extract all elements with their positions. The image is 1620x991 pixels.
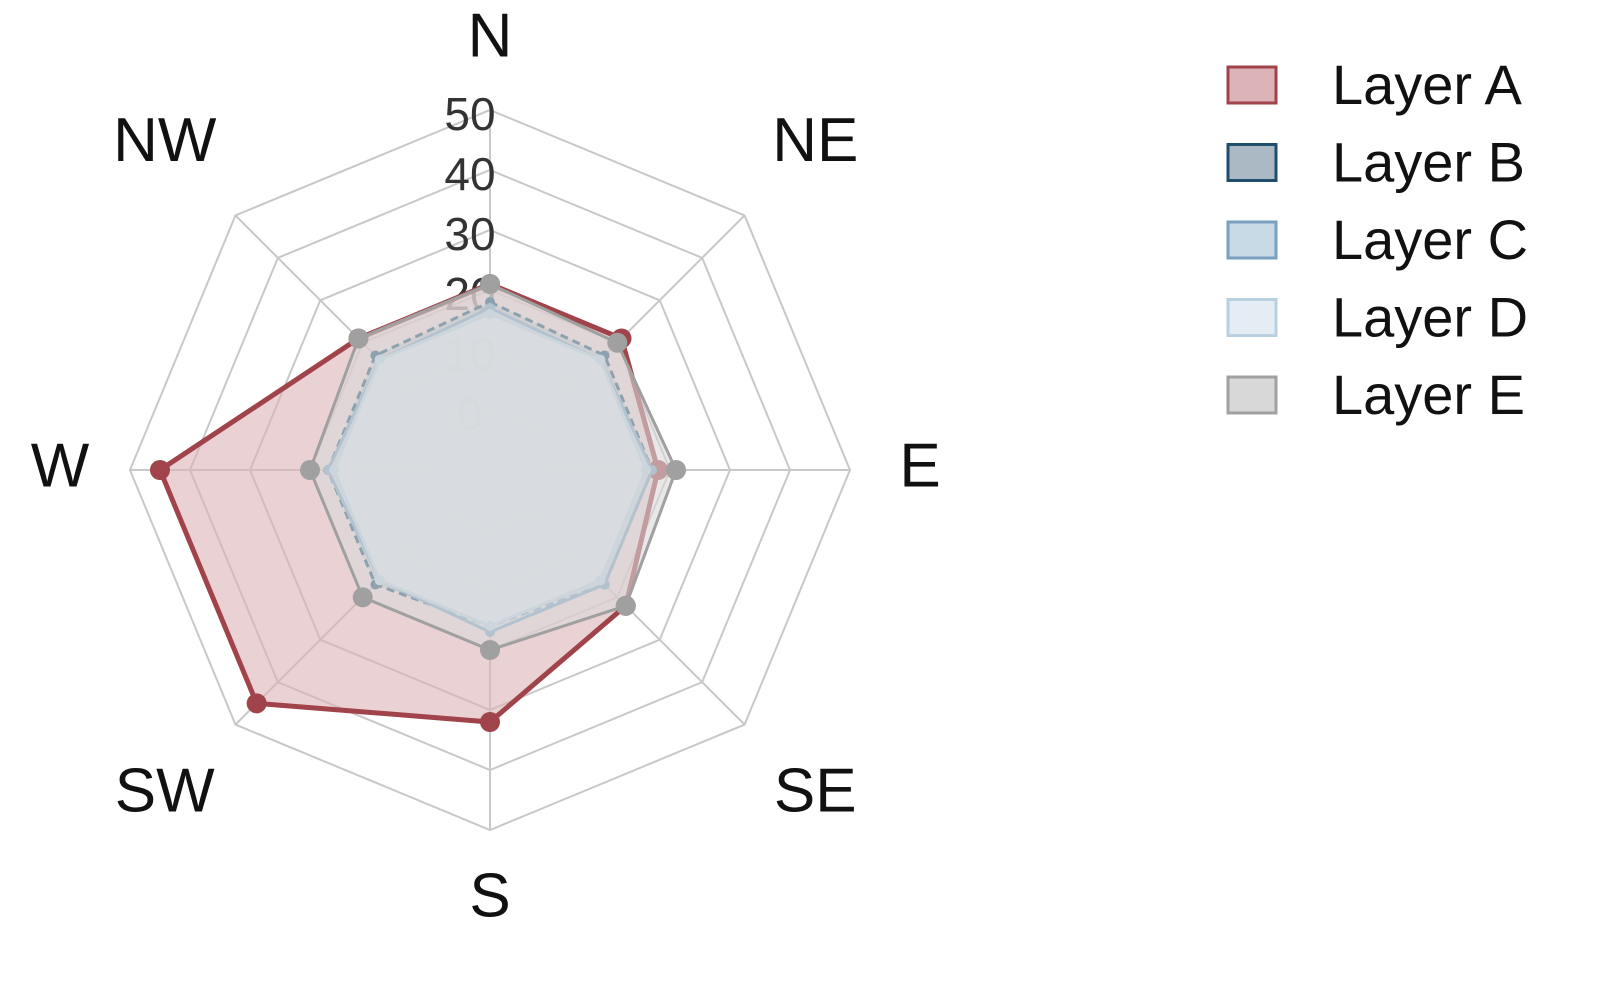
axis-label: SW bbox=[115, 757, 215, 826]
data-point bbox=[607, 332, 628, 353]
data-point bbox=[615, 595, 636, 616]
data-point bbox=[246, 693, 267, 714]
r-tick-label: 50 bbox=[444, 88, 495, 140]
r-tick-label: 40 bbox=[444, 148, 495, 200]
legend-label: Layer C bbox=[1332, 208, 1528, 271]
legend-swatch bbox=[1226, 298, 1278, 337]
legend-label: Layer D bbox=[1332, 285, 1528, 348]
data-point bbox=[480, 712, 500, 732]
data-point bbox=[348, 328, 369, 349]
legend-swatch bbox=[1226, 143, 1278, 182]
axis-label: S bbox=[469, 861, 510, 930]
data-point bbox=[480, 640, 500, 660]
data-point bbox=[480, 274, 500, 294]
data-point bbox=[352, 587, 373, 608]
legend-swatch bbox=[1226, 220, 1278, 260]
data-point bbox=[300, 460, 320, 480]
axis-label: NE bbox=[772, 106, 858, 175]
axis-label: NW bbox=[113, 106, 217, 175]
axis-label: W bbox=[31, 431, 90, 500]
legend-swatch bbox=[1226, 375, 1278, 415]
legend-label: Layer B bbox=[1332, 130, 1525, 193]
axis-label: SE bbox=[774, 757, 857, 826]
legend-label: Layer E bbox=[1332, 363, 1525, 426]
legend-label: Layer A bbox=[1332, 53, 1523, 116]
data-point bbox=[150, 460, 170, 480]
axis-label: E bbox=[899, 431, 940, 500]
r-tick-label: 30 bbox=[444, 208, 495, 260]
axis-label: N bbox=[468, 1, 513, 70]
data-point bbox=[666, 460, 686, 480]
legend-swatch bbox=[1226, 65, 1278, 105]
